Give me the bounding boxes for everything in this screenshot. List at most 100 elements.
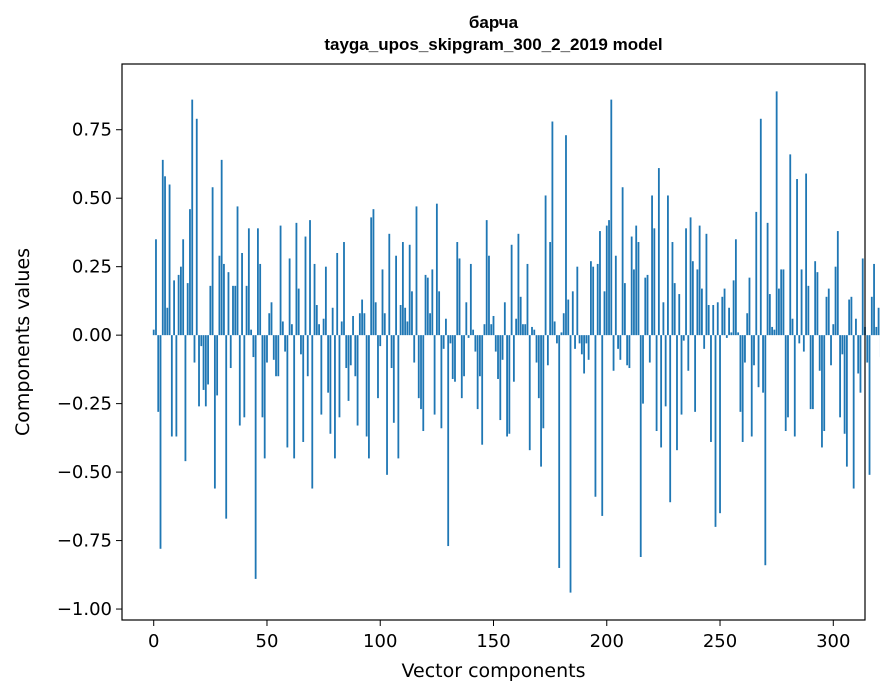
bar — [683, 335, 685, 340]
bar — [866, 335, 868, 362]
bar — [461, 335, 463, 398]
bar — [375, 302, 377, 335]
bar — [649, 335, 651, 362]
bar — [665, 335, 667, 406]
bar — [563, 313, 565, 335]
bar — [592, 267, 594, 335]
bar — [513, 335, 515, 382]
bar — [219, 256, 221, 335]
bar — [719, 335, 721, 513]
bar — [570, 335, 572, 592]
bar — [443, 335, 445, 349]
bar — [221, 160, 223, 335]
bar — [407, 321, 409, 335]
bar — [574, 335, 576, 349]
bar — [339, 335, 341, 417]
bar — [561, 332, 563, 335]
bar — [687, 335, 689, 371]
bar — [311, 335, 313, 488]
bar — [583, 335, 585, 373]
bar — [678, 294, 680, 335]
bar — [445, 319, 447, 335]
bar — [642, 335, 644, 403]
bar — [175, 335, 177, 436]
bar — [305, 237, 307, 336]
bar — [504, 302, 506, 335]
bar — [164, 176, 166, 335]
x-tick-label: 50 — [256, 631, 279, 652]
bar — [502, 335, 504, 360]
bar — [309, 220, 311, 335]
bar — [191, 100, 193, 336]
bar — [789, 154, 791, 335]
bar — [522, 324, 524, 335]
bar — [801, 269, 803, 335]
bar — [783, 269, 785, 335]
bar — [327, 335, 329, 393]
bar — [370, 217, 372, 335]
bar — [518, 234, 520, 335]
bar — [601, 335, 603, 516]
bar — [835, 267, 837, 335]
bar — [604, 291, 606, 335]
bar — [194, 335, 196, 362]
bar — [470, 264, 472, 335]
bar — [468, 335, 470, 338]
bar — [488, 256, 490, 335]
bar — [214, 335, 216, 488]
bar — [185, 335, 187, 461]
bar — [567, 300, 569, 336]
y-tick-label: 0.75 — [72, 120, 112, 141]
bar — [225, 335, 227, 519]
bar — [787, 335, 789, 417]
y-tick-label: 0.50 — [72, 188, 112, 209]
bar — [615, 256, 617, 335]
bar — [796, 179, 798, 335]
bar — [715, 335, 717, 527]
bar — [286, 335, 288, 447]
bar — [481, 335, 483, 445]
bars-group — [153, 91, 880, 592]
bar — [216, 335, 218, 395]
y-axis: −1.00−0.75−0.50−0.250.000.250.500.75 — [57, 120, 122, 620]
bar — [837, 231, 839, 335]
bar — [533, 330, 535, 335]
bar — [717, 302, 719, 335]
bar — [298, 289, 300, 336]
bar — [773, 330, 775, 335]
bar — [760, 119, 762, 335]
bar — [617, 335, 619, 349]
bar — [264, 335, 266, 458]
x-tick-label: 200 — [590, 631, 624, 652]
bar — [239, 335, 241, 425]
bar — [499, 335, 501, 420]
bar — [434, 335, 436, 414]
bar — [844, 335, 846, 434]
bar — [395, 256, 397, 335]
bar — [511, 245, 513, 335]
bar — [690, 217, 692, 335]
bar — [379, 335, 381, 346]
bar — [558, 335, 560, 568]
bar — [366, 335, 368, 436]
bar — [252, 335, 254, 357]
bar — [531, 327, 533, 335]
bar — [631, 237, 633, 336]
bar — [422, 335, 424, 431]
bar — [153, 330, 155, 335]
bar — [391, 335, 393, 368]
bar — [653, 228, 655, 335]
bar — [413, 335, 415, 362]
bar — [841, 335, 843, 354]
y-tick-label: 0.00 — [72, 325, 112, 346]
bar — [418, 335, 420, 398]
bar — [187, 283, 189, 335]
bar — [803, 335, 805, 351]
bar — [536, 335, 538, 362]
bar — [733, 280, 735, 335]
bar — [626, 335, 628, 365]
bar — [230, 335, 232, 368]
bar — [275, 335, 277, 376]
bar — [490, 324, 492, 335]
